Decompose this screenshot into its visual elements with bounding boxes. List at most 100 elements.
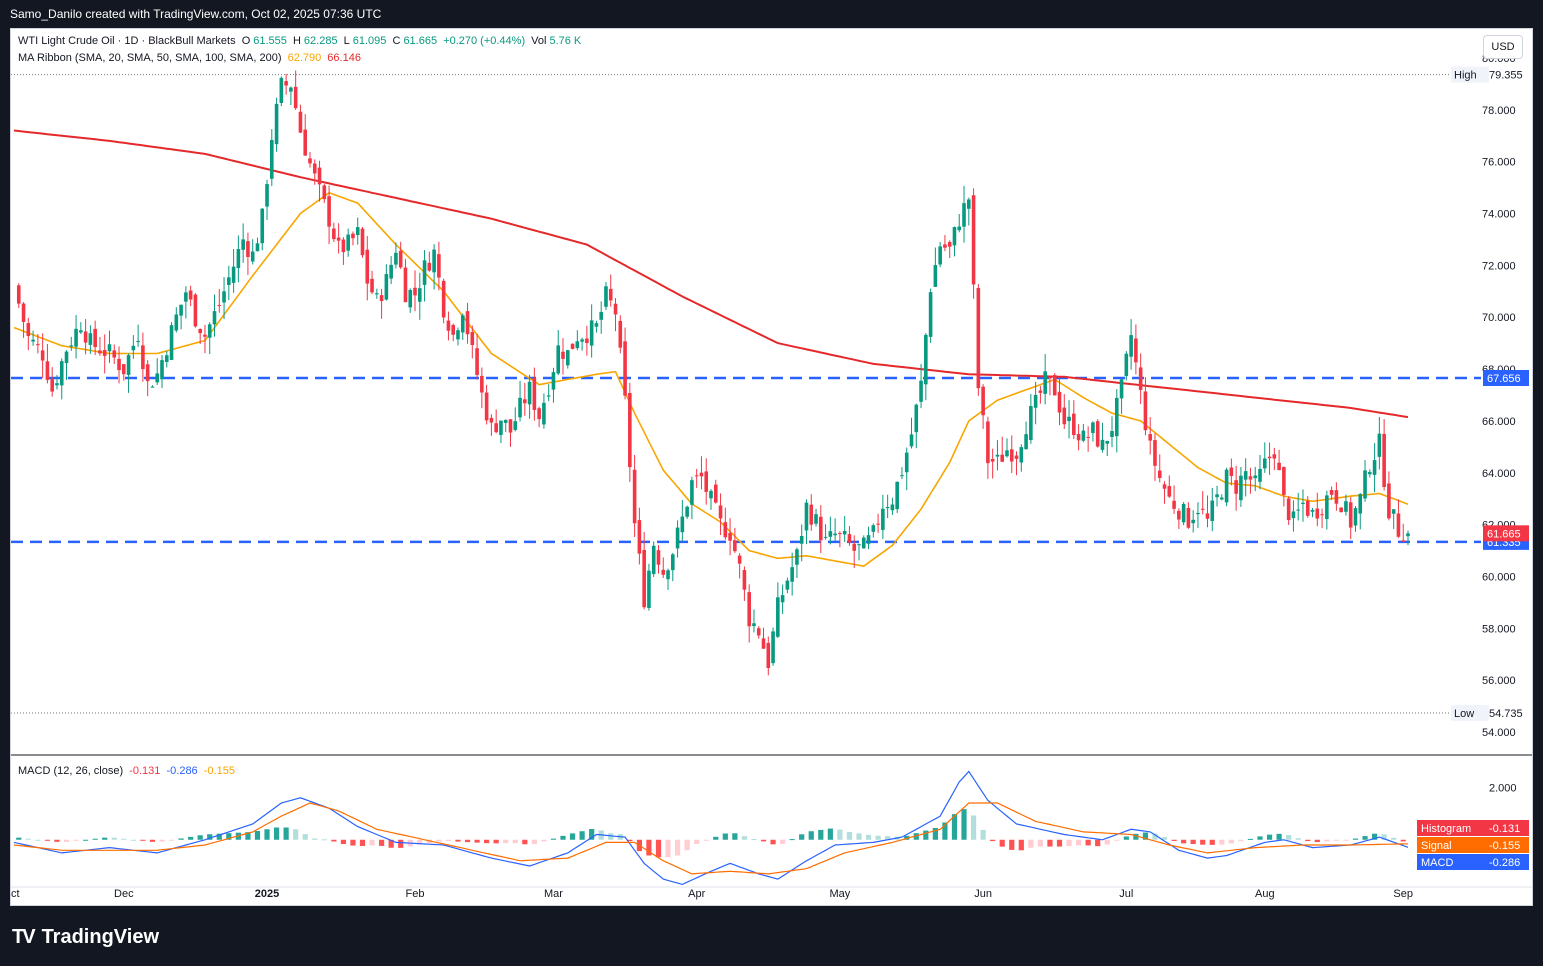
candle-body [990, 458, 995, 462]
candle-body [465, 311, 470, 335]
candle-body [995, 454, 1000, 457]
x-tick-label: Jun [974, 888, 992, 900]
candle-body [1205, 513, 1210, 519]
macd-histogram-bar [865, 834, 872, 840]
candle-body [217, 305, 222, 307]
macd-histogram-bar [970, 815, 977, 840]
candle-body [838, 533, 842, 535]
candle-body [947, 242, 952, 247]
candle-body [227, 277, 231, 285]
macd-histogram-bar [1219, 839, 1225, 845]
price-chart[interactable]: 80.00078.00076.00074.00072.00070.00068.0… [11, 29, 1532, 905]
macd-histogram-bar [92, 838, 98, 840]
candle-body [269, 139, 274, 179]
candle-body [1243, 471, 1248, 480]
candle-body [1267, 456, 1272, 459]
macd-histogram-bar [655, 839, 662, 858]
candle-body [589, 320, 594, 346]
candle-body [31, 339, 35, 342]
candle-body [1086, 436, 1090, 438]
x-tick-label: Oct [11, 888, 20, 900]
candle-body [1339, 507, 1343, 513]
y-tick-label: 74.000 [1482, 209, 1516, 221]
candle-body [924, 334, 928, 385]
candle-body [1162, 484, 1167, 489]
candle-body [360, 228, 365, 256]
candle-body [608, 288, 613, 301]
macd-histogram-bar [1209, 839, 1215, 845]
candle-body [88, 333, 93, 345]
macd-legend: MACD (12, 26, close) -0.131 -0.286 -0.15… [18, 765, 238, 777]
tradingview-brand: TV TradingView [12, 924, 159, 950]
candle-body [861, 537, 866, 549]
macd-histogram-bar [961, 809, 967, 840]
macd-histogram-bar [770, 839, 776, 845]
candle-body [160, 360, 164, 380]
candle-body [179, 304, 183, 316]
candle-body [1157, 470, 1162, 478]
level-price-tag [1483, 369, 1529, 386]
candle-body [542, 402, 546, 425]
candle-body [733, 540, 737, 552]
x-tick-label: Dec [114, 888, 134, 900]
macd-histogram-bar [627, 839, 633, 842]
candle-body [809, 504, 814, 525]
macd-histogram-bar [999, 839, 1005, 847]
candle-body [570, 343, 575, 349]
candle-body [1396, 513, 1401, 537]
candle-body [45, 361, 50, 380]
macd-histogram-bar [149, 839, 156, 842]
candle-body [499, 420, 503, 435]
macd-title: MACD (12, 26, close) [18, 765, 124, 777]
macd-tag-label: MACD [1421, 857, 1453, 869]
macd-histogram-bar [321, 839, 327, 841]
macd-histogram-bar [226, 833, 232, 840]
candle-body [1291, 511, 1296, 519]
candle-body [188, 290, 193, 300]
open-value: 61.555 [253, 35, 287, 47]
macd-histogram-bar [608, 833, 614, 840]
macd-histogram-bar [312, 838, 318, 840]
candle-body [790, 567, 794, 582]
macd-histogram-bar [35, 839, 41, 841]
candle-body [389, 264, 393, 279]
candle-body [599, 311, 603, 320]
candle-body [976, 287, 981, 389]
candle-body [317, 167, 322, 185]
macd-histogram-bar [1266, 834, 1273, 840]
candle-body [1272, 454, 1277, 459]
candle-body [523, 399, 527, 404]
candle-body [341, 239, 346, 253]
macd-histogram-bar [713, 836, 719, 840]
candle-body [819, 516, 823, 541]
macd-histogram-bar [1018, 839, 1024, 851]
candle-body [456, 330, 460, 340]
candle-body [632, 469, 637, 524]
candle-body [212, 311, 217, 325]
candle-body [1200, 508, 1205, 510]
macd-tag-box [1417, 837, 1529, 853]
macd-histogram-bar [1381, 834, 1387, 840]
macd-histogram-bar [1085, 839, 1091, 846]
candle-body [260, 208, 265, 244]
macd-histogram-bar [1314, 839, 1320, 843]
candle-body [413, 287, 417, 296]
macd-histogram-bar [1171, 839, 1177, 841]
candle-body [460, 315, 465, 333]
y-tick-label: 78.000 [1482, 105, 1516, 117]
macd-histogram-bar [1161, 837, 1168, 840]
macd-histogram-bar [1324, 839, 1330, 842]
macd-histogram-bar [1152, 833, 1158, 840]
macd-histogram-bar [1343, 839, 1349, 841]
candle-body [876, 523, 880, 525]
candle-body [1081, 430, 1086, 441]
candle-body [866, 535, 871, 544]
macd-histogram-bar [741, 836, 748, 840]
y-tick-label: 64.000 [1482, 468, 1516, 480]
candle-body [1286, 498, 1291, 521]
candle-body [279, 77, 284, 104]
y-tick-label: 54.000 [1482, 727, 1516, 739]
candle-body [346, 234, 350, 251]
currency-button[interactable]: USD [1483, 35, 1523, 59]
chart-frame[interactable]: 80.00078.00076.00074.00072.00070.00068.0… [10, 28, 1533, 906]
